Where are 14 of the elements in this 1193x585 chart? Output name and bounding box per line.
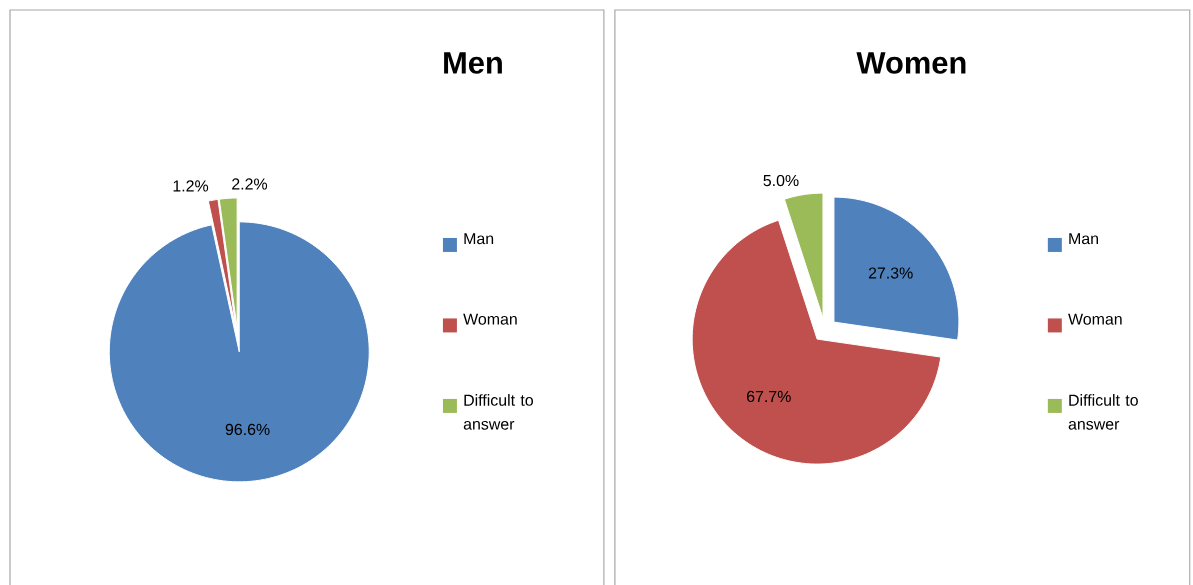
data-label: 5.0% [763,174,799,186]
chart-title: Men [444,51,502,74]
legend-label: Difficult to answer [1068,393,1138,430]
legend-label: Woman [1068,313,1122,325]
legend-label: Man [464,232,494,245]
data-label: 67.7% [747,390,791,402]
legend-label: Difficult to answer [463,393,534,430]
data-label: 2.2% [232,178,268,190]
legend-label: Woman [463,313,517,325]
legend-label: Man [1069,232,1098,245]
data-label: 1.2% [173,180,209,192]
data-label: 27.3% [868,267,913,279]
data-label: 96.6% [225,423,270,435]
chart-title: Women [856,51,966,74]
